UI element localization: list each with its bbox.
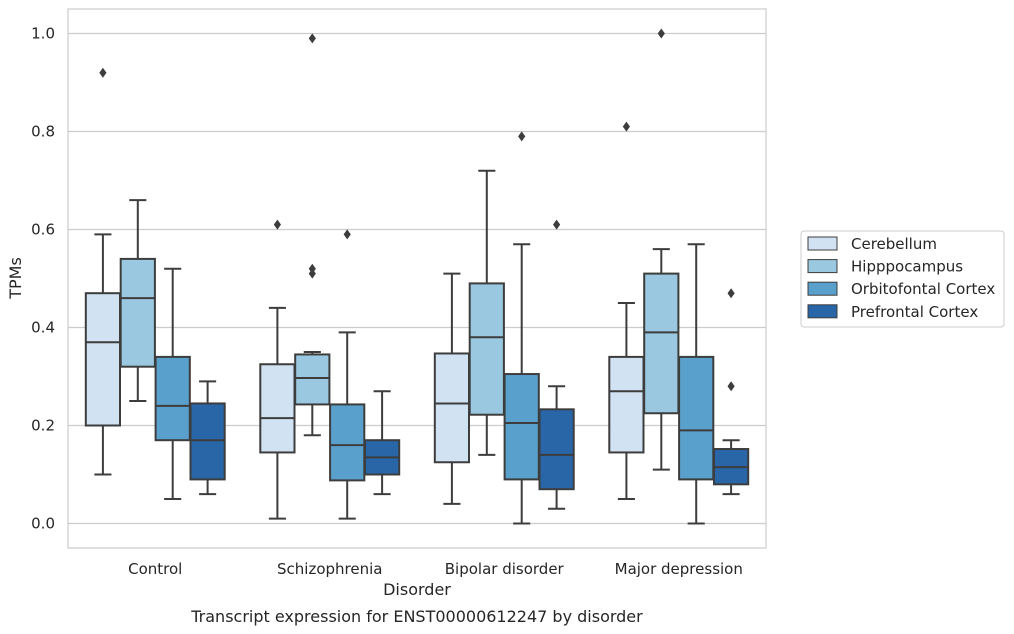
x-axis-ticks: Control Schizophrenia Bipolar disorder Majo… xyxy=(128,560,743,578)
legend-label: Cerebellum xyxy=(851,235,937,253)
box-group xyxy=(712,288,750,496)
box xyxy=(538,408,575,491)
outlier-point xyxy=(657,28,665,39)
legend-swatch xyxy=(807,304,838,319)
box xyxy=(119,257,156,368)
box xyxy=(259,363,296,454)
box xyxy=(503,373,540,481)
box-group xyxy=(433,272,471,505)
box-group xyxy=(363,390,401,496)
box xyxy=(433,352,471,464)
y-tick-label: 0.0 xyxy=(31,515,55,533)
legend-label: Prefrontal Cortex xyxy=(851,303,978,321)
box-group xyxy=(189,380,226,496)
box-group xyxy=(259,219,296,520)
outlier-point xyxy=(343,229,351,240)
series-hipppocampus xyxy=(119,28,680,471)
box-group xyxy=(678,243,715,525)
series-prefrontal-cortex xyxy=(189,219,750,510)
chart-caption: Transcript expression for ENST0000061224… xyxy=(190,607,643,626)
box-group xyxy=(643,28,680,471)
y-tick-label: 0.8 xyxy=(31,123,55,141)
box-group xyxy=(119,199,156,402)
x-tick-label: Bipolar disorder xyxy=(445,560,565,578)
legend: Cerebellum Hipppocampus Orbitofontal Corte… xyxy=(800,230,1005,328)
legend-swatch xyxy=(807,281,838,296)
outlier-point xyxy=(308,263,316,274)
series-cerebellum xyxy=(84,67,645,520)
box-group xyxy=(294,33,331,437)
box xyxy=(329,403,366,482)
outlier-point xyxy=(273,219,281,230)
box-group xyxy=(608,121,645,500)
y-tick-label: 0.2 xyxy=(31,417,55,435)
y-tick-label: 1.0 xyxy=(31,25,55,43)
outlier-point xyxy=(99,67,107,78)
box-group xyxy=(84,67,122,476)
box xyxy=(678,355,715,481)
outlier-point xyxy=(308,33,316,44)
legend-frame xyxy=(800,230,1005,328)
box xyxy=(643,272,680,415)
outlier-point xyxy=(727,288,735,299)
outlier-point xyxy=(518,131,526,142)
box xyxy=(189,402,226,481)
box xyxy=(294,353,331,406)
outlier-point xyxy=(727,381,735,392)
box-group xyxy=(503,131,540,525)
box xyxy=(154,355,191,442)
x-axis-title: Disorder xyxy=(383,580,451,599)
legend-label: Orbitofontal Cortex xyxy=(851,280,995,298)
y-axis-title: TPMs xyxy=(6,257,25,300)
y-axis-ticks: 0.0 0.2 0.4 0.6 0.8 1.0 xyxy=(31,25,55,533)
x-tick-label: Major depression xyxy=(615,560,743,578)
series-orbitofontal-cortex xyxy=(154,131,715,525)
box-group xyxy=(154,267,191,500)
legend-swatch xyxy=(807,236,838,251)
box xyxy=(468,282,505,416)
box-group xyxy=(468,169,505,456)
box xyxy=(608,355,645,454)
x-tick-label: Control xyxy=(128,560,182,578)
outlier-point xyxy=(622,121,630,132)
y-tick-label: 0.4 xyxy=(31,319,55,337)
x-tick-label: Schizophrenia xyxy=(277,560,382,578)
box-series xyxy=(84,28,750,525)
y-tick-label: 0.6 xyxy=(31,221,55,239)
outlier-point xyxy=(553,219,561,230)
box-group xyxy=(538,219,575,510)
box xyxy=(84,292,122,427)
legend-swatch xyxy=(807,259,838,274)
legend-label: Hipppocampus xyxy=(851,258,963,276)
